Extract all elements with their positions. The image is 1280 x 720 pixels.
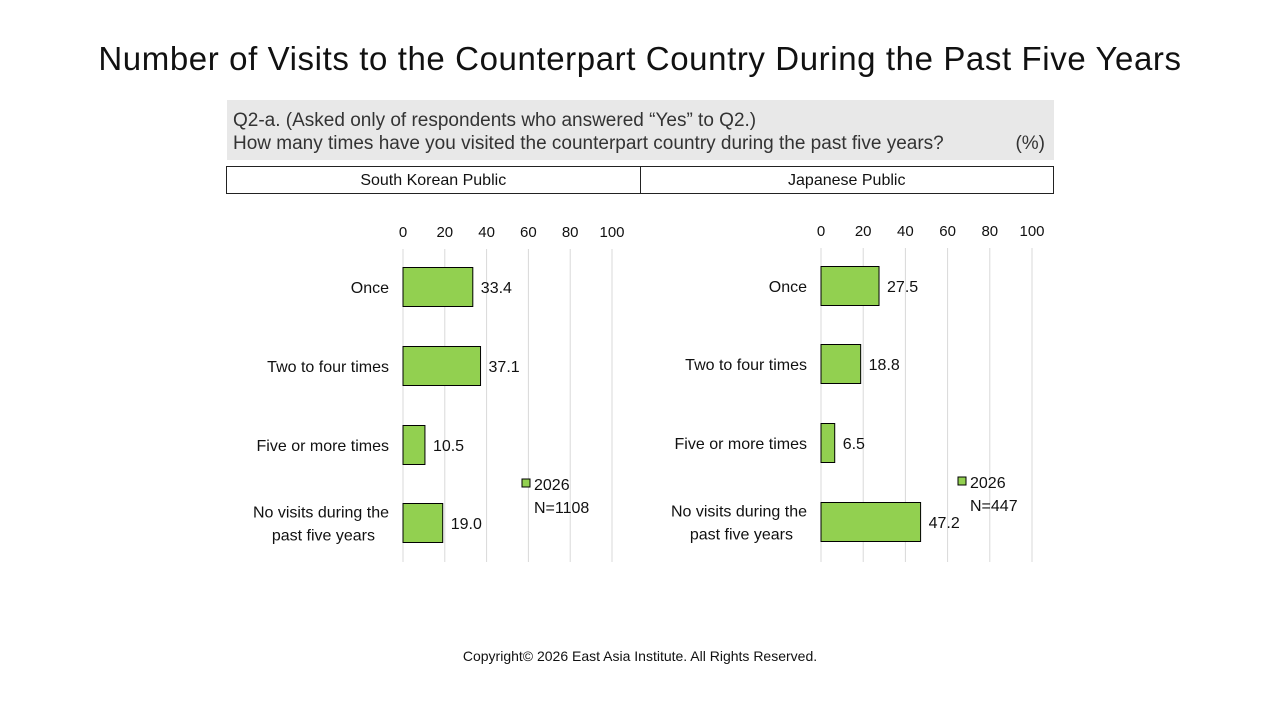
question-line-2: How many times have you visited the coun…	[233, 133, 944, 154]
bar	[402, 425, 426, 465]
x-tick-label: 100	[1019, 223, 1044, 240]
x-tick-label: 60	[520, 224, 537, 241]
category-label: Once	[351, 280, 389, 297]
question-line-1: Q2-a. (Asked only of respondents who ans…	[233, 110, 757, 131]
value-label: 33.4	[481, 280, 512, 297]
category-label: past five years	[272, 528, 375, 545]
bar	[820, 266, 880, 306]
value-label: 10.5	[433, 438, 464, 455]
value-label: 18.8	[869, 357, 900, 374]
legend-sample-size: N=1108	[534, 500, 589, 517]
legend-label: 2026	[970, 475, 1006, 492]
unit-label: (%)	[1015, 133, 1045, 154]
x-tick-label: 60	[939, 223, 956, 240]
x-tick-label: 20	[436, 224, 453, 241]
category-label: No visits during the	[671, 504, 807, 521]
x-tick-label: 40	[478, 224, 495, 241]
category-label: past five years	[690, 527, 793, 544]
category-label: No visits during the	[253, 505, 389, 522]
x-tick-label: 80	[981, 223, 998, 240]
legend-label: 2026	[534, 477, 570, 494]
question-box: Q2-a. (Asked only of respondents who ans…	[227, 100, 1054, 160]
bar	[820, 502, 922, 542]
copyright-notice: Copyright© 2026 East Asia Institute. All…	[462, 648, 818, 664]
category-label: Two to four times	[267, 359, 389, 376]
category-label: Five or more times	[257, 438, 389, 455]
bar	[402, 267, 474, 307]
value-label: 27.5	[887, 279, 918, 296]
x-tick-label: 0	[817, 223, 825, 240]
bar	[820, 344, 862, 384]
value-label: 6.5	[843, 436, 865, 453]
legend-sample-size: N=447	[970, 498, 1018, 515]
panel-header-korea: South Korean Public	[360, 172, 507, 189]
bar	[402, 503, 444, 543]
category-label: Once	[769, 279, 807, 296]
value-label: 47.2	[929, 515, 960, 532]
category-label: Five or more times	[675, 436, 807, 453]
panel-headers: South Korean Public Japanese Public	[226, 166, 1054, 194]
bar	[402, 346, 482, 386]
x-tick-label: 100	[599, 224, 624, 241]
bar	[820, 423, 836, 463]
legend-swatch	[521, 478, 531, 488]
page-title: Number of Visits to the Counterpart Coun…	[98, 40, 1182, 77]
x-tick-label: 80	[562, 224, 579, 241]
panel-header-japan: Japanese Public	[639, 167, 1054, 193]
x-tick-label: 40	[897, 223, 914, 240]
value-label: 37.1	[489, 359, 520, 376]
legend-swatch	[957, 476, 967, 486]
category-label: Two to four times	[685, 357, 807, 374]
value-label: 19.0	[451, 516, 482, 533]
x-tick-label: 0	[399, 224, 407, 241]
x-tick-label: 20	[855, 223, 872, 240]
